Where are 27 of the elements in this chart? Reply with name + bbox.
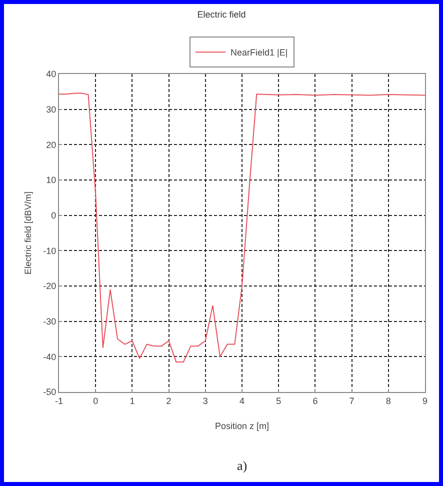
y-tick-label: 20 (46, 140, 56, 150)
x-tick-label: -1 (54, 396, 64, 406)
y-tick-label: 0 (51, 210, 56, 220)
x-axis-title: Position z [m] (214, 421, 270, 431)
y-axis-title: Electric field [dBV/m] (23, 191, 33, 275)
x-tick-label: 6 (312, 396, 318, 406)
y-tick-label: -30 (43, 316, 56, 326)
y-tick-label: -40 (43, 352, 56, 362)
y-tick-label: -10 (43, 246, 56, 256)
x-tick-label: 2 (166, 396, 172, 406)
y-tick-label: -20 (43, 281, 56, 292)
chart-title: Electric field (197, 9, 246, 20)
text: a) (237, 458, 248, 473)
x-tick-label: 9 (422, 396, 428, 406)
y-tick-label: 40 (46, 69, 56, 80)
x-tick-label: 4 (239, 396, 245, 406)
x-tick-label: 1 (130, 396, 135, 406)
x-tick-label: 3 (202, 396, 208, 406)
y-tick-label: 10 (46, 175, 56, 186)
legend-label: NearField1 |E| (230, 48, 288, 58)
line-series (59, 92, 425, 362)
x-tick-label: 5 (276, 396, 282, 406)
x-tick-label: 8 (386, 396, 391, 406)
y-tick-label: 30 (46, 104, 56, 114)
y-tick-label: -50 (43, 387, 56, 398)
x-tick-label: 0 (93, 396, 98, 406)
x-tick-label: 7 (349, 396, 354, 406)
